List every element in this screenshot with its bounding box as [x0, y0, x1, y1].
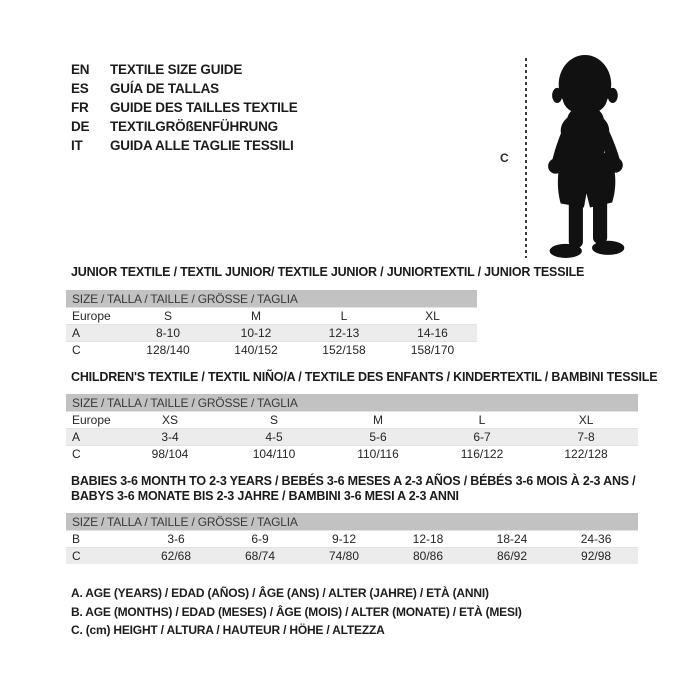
footnote-c: C. (cm) HEIGHT / ALTURA / HAUTEUR / HÖHE…: [71, 623, 385, 637]
lang-code: IT: [71, 138, 83, 153]
size-cell: 18-24: [496, 532, 528, 546]
size-cell: 122/128: [564, 447, 608, 461]
size-cell: XL: [578, 413, 594, 427]
table-header-label: SIZE / TALLA / TAILLE / GRÖSSE / TAGLIA: [66, 394, 639, 412]
size-cell: 68/74: [218, 547, 302, 564]
size-cell: XS: [161, 413, 178, 427]
size-cell: 80/86: [386, 547, 470, 564]
table-header-row: SIZE / TALLA / TAILLE / GRÖSSE / TAGLIA: [66, 513, 639, 531]
row-label: A: [66, 324, 124, 342]
size-cell: 104/110: [252, 447, 296, 461]
size-cell: 110/116: [357, 447, 399, 461]
height-measure-label: C: [500, 151, 509, 165]
size-cell: 7-8: [534, 428, 639, 446]
table-header-label: SIZE / TALLA / TAILLE / GRÖSSE / TAGLIA: [66, 290, 477, 308]
size-cell: 12-13: [300, 324, 388, 342]
lang-text: TEXTILGRÖßENFÜHRUNG: [110, 119, 278, 134]
footnote-a: A. AGE (YEARS) / EDAD (AÑOS) / ÂGE (ANS)…: [71, 586, 489, 600]
lang-code: DE: [71, 119, 90, 134]
row-label: Europe: [72, 413, 111, 427]
size-cell: 14-16: [388, 324, 477, 342]
size-cell: S: [269, 413, 278, 427]
toddler-silhouette-icon: [548, 55, 625, 258]
babies-size-table: SIZE / TALLA / TAILLE / GRÖSSE / TAGLIA …: [66, 513, 639, 564]
size-cell: 152/158: [322, 343, 366, 357]
size-cell: S: [163, 309, 172, 323]
junior-size-table: SIZE / TALLA / TAILLE / GRÖSSE / TAGLIA …: [66, 290, 477, 358]
size-cell: 3-4: [118, 428, 222, 446]
size-cell: L: [478, 413, 486, 427]
lang-row-fr: FR GUIDE DES TAILLES TEXTILE: [71, 98, 298, 117]
table-row: B 3-6 6-9 9-12 12-18 18-24 24-36: [66, 530, 639, 548]
lang-row-es: ES GUÍA DE TALLAS: [71, 79, 298, 98]
measurement-figure: C: [495, 48, 655, 268]
lang-row-en: EN TEXTILE SIZE GUIDE: [71, 60, 298, 79]
lang-code: FR: [71, 100, 89, 115]
lang-row-de: DE TEXTILGRÖßENFÜHRUNG: [71, 117, 298, 136]
size-cell: M: [373, 413, 383, 427]
size-cell: 158/170: [410, 343, 455, 357]
babies-title-line1: BABIES 3-6 MONTH TO 2-3 YEARS / BEBÉS 3-…: [71, 474, 636, 488]
size-cell: 62/68: [134, 547, 218, 564]
size-cell: 8-10: [124, 324, 212, 342]
table-row: A 8-10 10-12 12-13 14-16: [66, 324, 477, 342]
junior-section-title: JUNIOR TEXTILE / TEXTIL JUNIOR/ TEXTILE …: [71, 265, 585, 279]
size-cell: 140/152: [234, 343, 278, 357]
size-cell: 86/92: [470, 547, 554, 564]
lang-code: EN: [71, 62, 90, 77]
table-header-row: SIZE / TALLA / TAILLE / GRÖSSE / TAGLIA: [66, 394, 639, 412]
children-size-table: SIZE / TALLA / TAILLE / GRÖSSE / TAGLIA …: [66, 394, 639, 463]
size-cell: 98/104: [151, 447, 189, 461]
size-cell: 92/98: [554, 547, 639, 564]
table-row: C 128/140 140/152 152/158 158/170: [66, 341, 477, 359]
size-cell: 4-5: [222, 428, 326, 446]
size-cell: 9-12: [331, 532, 357, 546]
row-label: C: [72, 343, 81, 357]
babies-title-line2: BABYS 3-6 MONATE BIS 2-3 JAHRE / BAMBINI…: [71, 489, 459, 503]
table-row: Europe XS S M L XL: [66, 411, 639, 429]
row-label: Europe: [72, 309, 111, 323]
size-cell: 10-12: [212, 324, 300, 342]
table-row: Europe S M L XL: [66, 307, 477, 325]
lang-text: TEXTILE SIZE GUIDE: [110, 62, 243, 77]
size-cell: 74/80: [302, 547, 386, 564]
language-legend: EN TEXTILE SIZE GUIDE ES GUÍA DE TALLAS …: [71, 60, 298, 155]
size-cell: 5-6: [326, 428, 430, 446]
row-label: C: [66, 547, 134, 564]
size-cell: 116/122: [460, 447, 504, 461]
height-dashed-line: [525, 58, 527, 258]
lang-code: ES: [71, 81, 89, 96]
size-cell: 12-18: [412, 532, 444, 546]
row-label: B: [72, 532, 81, 546]
size-cell: 128/140: [146, 343, 190, 357]
table-row: A 3-4 4-5 5-6 6-7 7-8: [66, 428, 639, 446]
lang-row-it: IT GUIDA ALLE TAGLIE TESSILI: [71, 136, 298, 155]
lang-text: GUIDE DES TAILLES TEXTILE: [110, 100, 298, 115]
lang-text: GUIDA ALLE TAGLIE TESSILI: [110, 138, 294, 153]
footnote-b: B. AGE (MONTHS) / EDAD (MESES) / ÂGE (MO…: [71, 604, 522, 619]
footnote-legend: A. AGE (YEARS) / EDAD (AÑOS) / ÂGE (ANS)…: [71, 584, 522, 640]
table-header-row: SIZE / TALLA / TAILLE / GRÖSSE / TAGLIA: [66, 290, 477, 308]
size-cell: M: [251, 309, 261, 323]
lang-text: GUÍA DE TALLAS: [110, 81, 219, 96]
size-cell: L: [340, 309, 348, 323]
table-row: C 98/104 104/110 110/116 116/122 122/128: [66, 445, 639, 463]
row-label: A: [66, 428, 118, 446]
table-row: C 62/68 68/74 74/80 80/86 86/92 92/98: [66, 547, 639, 564]
table-header-label: SIZE / TALLA / TAILLE / GRÖSSE / TAGLIA: [66, 513, 639, 531]
children-section-title: CHILDREN'S TEXTILE / TEXTIL NIÑO/A / TEX…: [71, 370, 658, 384]
size-cell: 6-7: [430, 428, 534, 446]
size-cell: 24-36: [580, 532, 612, 546]
size-cell: 6-9: [251, 532, 269, 546]
babies-section-title: BABIES 3-6 MONTH TO 2-3 YEARS / BEBÉS 3-…: [71, 474, 636, 504]
size-cell: 3-6: [167, 532, 185, 546]
row-label: C: [72, 447, 81, 461]
size-cell: XL: [425, 309, 440, 323]
